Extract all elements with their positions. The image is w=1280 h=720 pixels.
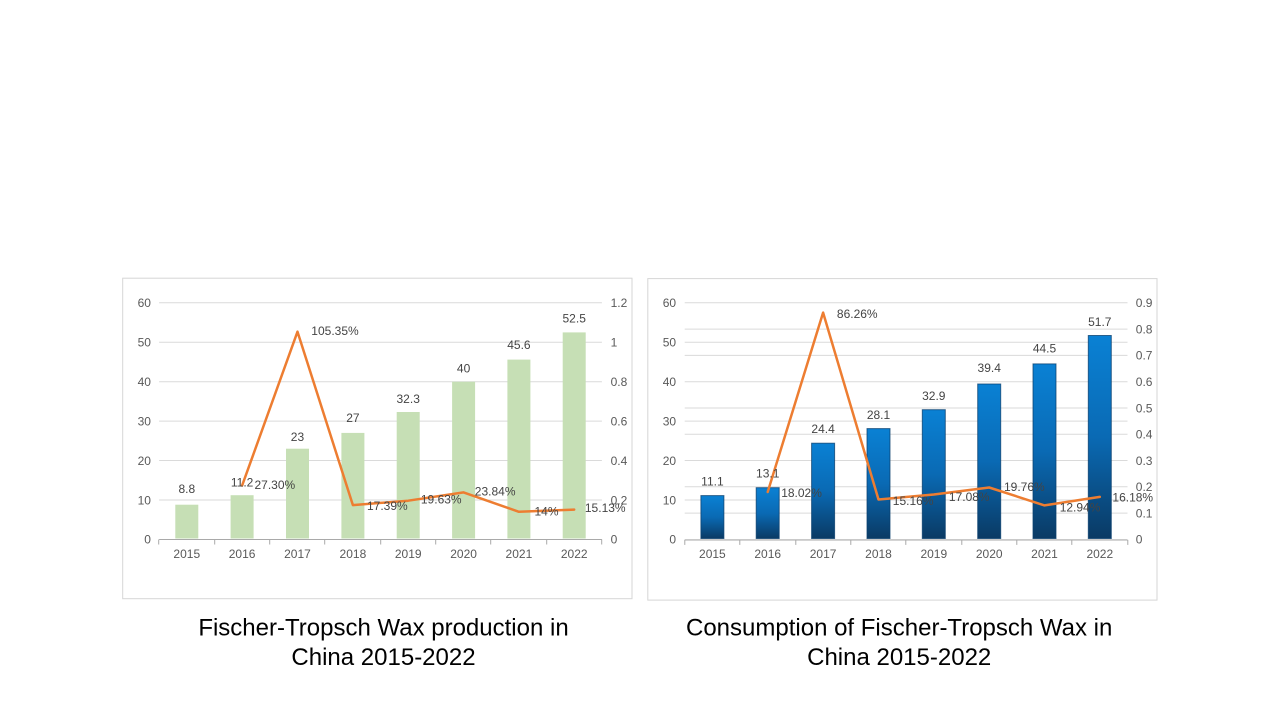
- svg-text:2015: 2015: [173, 547, 200, 561]
- svg-text:2017: 2017: [284, 547, 311, 561]
- svg-text:20: 20: [138, 454, 152, 468]
- svg-text:0: 0: [144, 533, 151, 547]
- svg-text:12.94%: 12.94%: [1060, 501, 1101, 515]
- svg-text:23.84%: 23.84%: [475, 484, 516, 498]
- svg-text:27.30%: 27.30%: [255, 478, 296, 492]
- svg-text:13.1: 13.1: [756, 466, 780, 480]
- svg-text:0.6: 0.6: [1136, 375, 1153, 389]
- svg-text:2019: 2019: [920, 547, 947, 561]
- svg-text:2022: 2022: [561, 547, 588, 561]
- svg-text:2022: 2022: [1086, 547, 1113, 561]
- svg-text:30: 30: [138, 414, 152, 428]
- svg-text:14%: 14%: [535, 504, 559, 518]
- svg-text:32.9: 32.9: [922, 389, 946, 403]
- svg-text:44.5: 44.5: [1033, 342, 1057, 356]
- svg-text:0.2: 0.2: [611, 493, 628, 507]
- svg-text:2021: 2021: [1031, 547, 1058, 561]
- svg-text:50: 50: [663, 336, 677, 350]
- svg-text:2021: 2021: [506, 547, 533, 561]
- svg-text:0.2: 0.2: [1136, 480, 1153, 494]
- svg-text:60: 60: [663, 296, 677, 310]
- svg-text:0.1: 0.1: [1136, 506, 1153, 520]
- svg-text:45.6: 45.6: [507, 338, 531, 352]
- svg-text:17.08%: 17.08%: [949, 490, 990, 504]
- svg-text:105.35%: 105.35%: [311, 324, 359, 338]
- svg-text:0.4: 0.4: [1136, 428, 1153, 442]
- svg-text:China 2015-2022: China 2015-2022: [807, 644, 991, 671]
- svg-text:11.1: 11.1: [701, 475, 724, 489]
- svg-text:0.4: 0.4: [611, 454, 628, 468]
- svg-text:0.6: 0.6: [611, 414, 628, 428]
- svg-text:11.2: 11.2: [231, 475, 254, 489]
- svg-text:0: 0: [669, 533, 676, 547]
- svg-text:0.9: 0.9: [1136, 296, 1153, 310]
- svg-text:1.2: 1.2: [611, 296, 628, 310]
- svg-text:2017: 2017: [810, 547, 837, 561]
- svg-text:0: 0: [611, 533, 618, 547]
- svg-text:0.3: 0.3: [1136, 454, 1153, 468]
- svg-text:40: 40: [138, 375, 152, 389]
- svg-text:27: 27: [346, 411, 360, 425]
- svg-text:18.02%: 18.02%: [781, 486, 822, 500]
- svg-text:24.4: 24.4: [811, 422, 835, 436]
- svg-text:60: 60: [138, 296, 152, 310]
- svg-text:Consumption of Fischer-Tropsch: Consumption of Fischer-Tropsch Wax in: [686, 614, 1112, 641]
- svg-text:2016: 2016: [229, 547, 256, 561]
- svg-text:2018: 2018: [865, 547, 892, 561]
- svg-text:10: 10: [663, 493, 677, 507]
- svg-text:16.18%: 16.18%: [1112, 491, 1153, 505]
- svg-text:China 2015-2022: China 2015-2022: [291, 644, 475, 671]
- svg-text:40: 40: [457, 362, 471, 376]
- svg-text:32.3: 32.3: [397, 392, 421, 406]
- svg-text:10: 10: [138, 493, 152, 507]
- svg-text:40: 40: [663, 375, 677, 389]
- svg-text:2018: 2018: [340, 547, 367, 561]
- svg-text:0.7: 0.7: [1136, 349, 1153, 363]
- svg-text:86.26%: 86.26%: [837, 307, 878, 321]
- svg-text:1: 1: [611, 336, 618, 350]
- svg-text:51.7: 51.7: [1088, 315, 1112, 329]
- svg-text:0.8: 0.8: [611, 375, 628, 389]
- svg-text:15.16%: 15.16%: [893, 494, 934, 508]
- svg-text:2020: 2020: [450, 547, 477, 561]
- svg-text:20: 20: [663, 454, 677, 468]
- svg-text:0.5: 0.5: [1136, 401, 1153, 415]
- svg-text:2019: 2019: [395, 547, 422, 561]
- svg-text:39.4: 39.4: [978, 361, 1002, 375]
- svg-text:0.8: 0.8: [1136, 322, 1153, 336]
- svg-text:30: 30: [663, 414, 677, 428]
- svg-text:0: 0: [1136, 533, 1143, 547]
- svg-text:23: 23: [291, 430, 305, 444]
- svg-text:19.63%: 19.63%: [421, 493, 462, 507]
- svg-text:2020: 2020: [976, 547, 1003, 561]
- svg-text:50: 50: [138, 336, 152, 350]
- svg-text:Fischer-Tropsch Wax production: Fischer-Tropsch Wax production in: [198, 614, 568, 641]
- svg-text:17.39%: 17.39%: [367, 499, 408, 513]
- svg-text:52.5: 52.5: [563, 312, 587, 326]
- svg-text:8.8: 8.8: [178, 482, 195, 496]
- svg-text:2016: 2016: [754, 547, 781, 561]
- svg-text:19.76%: 19.76%: [1004, 480, 1045, 494]
- svg-text:28.1: 28.1: [867, 408, 891, 422]
- svg-text:2015: 2015: [699, 547, 726, 561]
- svg-text:15.13%: 15.13%: [585, 501, 626, 515]
